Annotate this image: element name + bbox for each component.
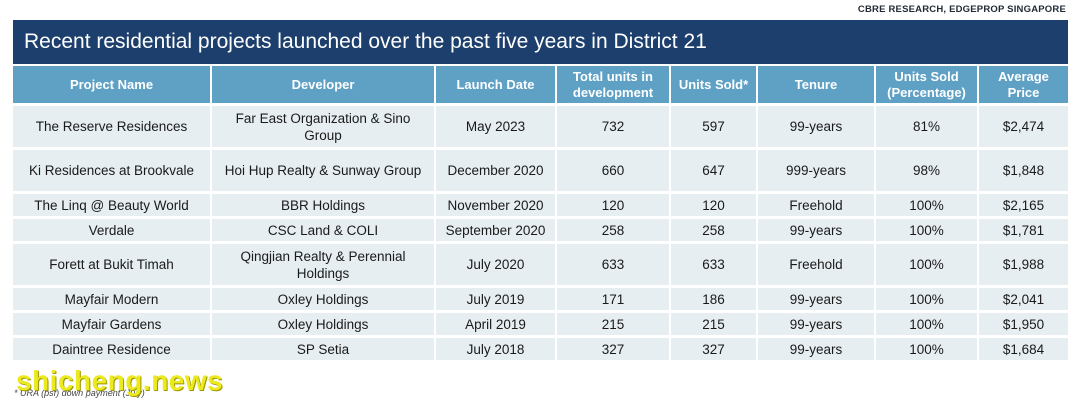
- cell-total-units: 732: [555, 103, 670, 149]
- cell-units-sold: 258: [669, 216, 757, 243]
- cell-total-units: 120: [555, 191, 670, 218]
- cell-project: Ki Residences at Brookvale: [13, 147, 211, 193]
- cell-project: Forett at Bukit Timah: [13, 241, 211, 287]
- cell-total-units: 633: [555, 241, 670, 287]
- table-title: Recent residential projects launched ove…: [13, 20, 1068, 64]
- cell-developer: BBR Holdings: [210, 191, 435, 218]
- cell-percentage: 100%: [874, 285, 978, 312]
- cell-tenure: 99-years: [756, 285, 875, 312]
- cell-total-units: 215: [555, 310, 670, 337]
- cell-average-price: $1,848: [977, 147, 1068, 193]
- cell-average-price: $1,781: [977, 216, 1068, 243]
- cell-launch-date: May 2023: [434, 103, 556, 149]
- cell-total-units: 327: [555, 335, 670, 360]
- table-row: Ki Residences at Brookvale Hoi Hup Realt…: [13, 147, 1068, 193]
- cell-tenure: 99-years: [756, 310, 875, 337]
- cell-launch-date: April 2019: [434, 310, 556, 337]
- cell-developer: Far East Organization & Sino Group: [210, 103, 435, 149]
- cell-percentage: 100%: [874, 216, 978, 243]
- cell-tenure: 999-years: [756, 147, 875, 193]
- cell-tenure: 99-years: [756, 216, 875, 243]
- cell-units-sold: 633: [669, 241, 757, 287]
- projects-table: Project Name Developer Launch Date Total…: [13, 66, 1068, 360]
- table-row: Daintree Residence SP Setia July 2018 32…: [13, 335, 1068, 360]
- cell-developer: SP Setia: [210, 335, 435, 360]
- cell-launch-date: November 2020: [434, 191, 556, 218]
- cell-units-sold: 647: [669, 147, 757, 193]
- cell-tenure: Freehold: [756, 191, 875, 218]
- header-average-price: Average Price: [977, 66, 1068, 105]
- cell-total-units: 258: [555, 216, 670, 243]
- header-developer: Developer: [210, 66, 435, 105]
- table-row: Forett at Bukit Timah Qingjian Realty & …: [13, 241, 1068, 287]
- watermark: shicheng.news: [16, 365, 224, 396]
- cell-average-price: $2,041: [977, 285, 1068, 312]
- header-row: Project Name Developer Launch Date Total…: [13, 66, 1068, 105]
- cell-average-price: $1,684: [977, 335, 1068, 360]
- header-project-name: Project Name: [13, 66, 211, 105]
- cell-developer: Oxley Holdings: [210, 310, 435, 337]
- cell-percentage: 98%: [874, 147, 978, 193]
- cell-tenure: 99-years: [756, 335, 875, 360]
- header-launch-date: Launch Date: [434, 66, 556, 105]
- cell-percentage: 100%: [874, 310, 978, 337]
- cell-developer: Qingjian Realty & Perennial Holdings: [210, 241, 435, 287]
- cell-project: Verdale: [13, 216, 211, 243]
- cell-launch-date: September 2020: [434, 216, 556, 243]
- cell-project: Mayfair Modern: [13, 285, 211, 312]
- cell-launch-date: July 2018: [434, 335, 556, 360]
- cell-units-sold: 186: [669, 285, 757, 312]
- cell-project: Daintree Residence: [13, 335, 211, 360]
- cell-project: Mayfair Gardens: [13, 310, 211, 337]
- cell-tenure: Freehold: [756, 241, 875, 287]
- cell-developer: Oxley Holdings: [210, 285, 435, 312]
- table-row: The Reserve Residences Far East Organiza…: [13, 103, 1068, 149]
- cell-launch-date: July 2020: [434, 241, 556, 287]
- table-row: Mayfair Modern Oxley Holdings July 2019 …: [13, 285, 1068, 312]
- cell-percentage: 100%: [874, 241, 978, 287]
- table-row: Mayfair Gardens Oxley Holdings April 201…: [13, 310, 1068, 337]
- table-row: Verdale CSC Land & COLI September 2020 2…: [13, 216, 1068, 243]
- cell-units-sold: 597: [669, 103, 757, 149]
- cell-tenure: 99-years: [756, 103, 875, 149]
- cell-total-units: 171: [555, 285, 670, 312]
- cell-launch-date: July 2019: [434, 285, 556, 312]
- footnote: * URA (psf) down payment (July): [14, 388, 145, 398]
- header-units-sold: Units Sold*: [669, 66, 757, 105]
- cell-percentage: 100%: [874, 191, 978, 218]
- cell-average-price: $2,474: [977, 103, 1068, 149]
- cell-launch-date: December 2020: [434, 147, 556, 193]
- table-row: The Linq @ Beauty World BBR Holdings Nov…: [13, 191, 1068, 218]
- cell-average-price: $2,165: [977, 191, 1068, 218]
- cell-percentage: 100%: [874, 335, 978, 360]
- cell-developer: CSC Land & COLI: [210, 216, 435, 243]
- header-units-sold-percentage: Units Sold (Percentage): [874, 66, 978, 105]
- cell-units-sold: 215: [669, 310, 757, 337]
- cell-project: The Reserve Residences: [13, 103, 211, 149]
- cell-average-price: $1,988: [977, 241, 1068, 287]
- cell-developer: Hoi Hup Realty & Sunway Group: [210, 147, 435, 193]
- source-credit: CBRE RESEARCH, EDGEPROP SINGAPORE: [857, 4, 1066, 15]
- header-total-units: Total units in development: [555, 66, 670, 105]
- cell-total-units: 660: [555, 147, 670, 193]
- cell-project: The Linq @ Beauty World: [13, 191, 211, 218]
- cell-average-price: $1,950: [977, 310, 1068, 337]
- cell-percentage: 81%: [874, 103, 978, 149]
- cell-units-sold: 120: [669, 191, 757, 218]
- cell-units-sold: 327: [669, 335, 757, 360]
- header-tenure: Tenure: [756, 66, 875, 105]
